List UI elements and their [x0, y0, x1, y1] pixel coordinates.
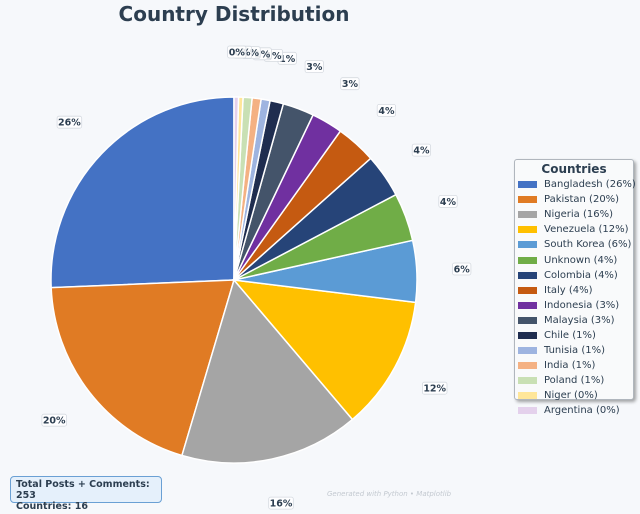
legend-label: Chile (1%) [544, 329, 596, 341]
legend-label: Niger (0%) [544, 390, 598, 402]
legend-label: Argentina (0%) [544, 405, 620, 417]
legend-label: Tunisia (1%) [544, 345, 606, 357]
legend-item-nigeria: Nigeria (16%) [515, 207, 633, 222]
footer-credit: Generated with Python • Matplotlib [327, 490, 452, 498]
legend-items: Bangladesh (26%) Pakistan (20%) Nigeria (1… [515, 177, 636, 419]
svg-text:4%: 4% [378, 106, 395, 117]
legend-item-poland: Poland (1%) [515, 373, 633, 388]
slice-label-nigeria: 16% [268, 496, 294, 510]
legend-swatch [518, 377, 537, 385]
legend-item-pakistan: Pakistan (20%) [515, 192, 633, 207]
legend-label: India (1%) [544, 360, 596, 372]
legend-label: Poland (1%) [544, 375, 605, 387]
svg-text:4%: 4% [440, 197, 457, 208]
slice-label-malaysia: 3% [304, 60, 324, 73]
legend-swatch [518, 211, 537, 219]
legend-item-unknown: Unknown (4%) [515, 252, 633, 267]
svg-text:6%: 6% [454, 265, 471, 276]
legend-label: Pakistan (20%) [544, 194, 620, 206]
legend-label: Unknown (4%) [544, 254, 618, 266]
pie-slice-pakistan [50, 279, 236, 457]
legend-label: Indonesia (3%) [544, 299, 620, 311]
svg-text:20%: 20% [43, 416, 66, 427]
legend-swatch [518, 256, 537, 264]
legend-swatch [518, 331, 537, 339]
pie-slice-argentina [233, 96, 240, 281]
chart-title: Country Distribution [118, 2, 350, 26]
legend-swatch [518, 316, 537, 324]
legend-label: Nigeria (16%) [544, 209, 613, 221]
legend-label: Bangladesh (26%) [544, 179, 636, 191]
svg-text:12%: 12% [423, 384, 446, 395]
legend-swatch [518, 301, 537, 309]
legend-item-malaysia: Malaysia (3%) [515, 313, 633, 328]
slice-label-italy: 4% [376, 104, 397, 117]
summary-countries: Countries: 16 [16, 501, 88, 512]
svg-text:4%: 4% [413, 146, 430, 157]
legend-item-argentina: Argentina (0%) [515, 403, 633, 418]
summary-total: Total Posts + Comments: 253 [16, 479, 150, 501]
legend-label: Italy (4%) [544, 284, 593, 296]
legend-swatch [518, 226, 537, 234]
pie-slice-nigeria [181, 278, 354, 464]
svg-text:26%: 26% [58, 118, 81, 129]
legend-item-venezuela: Venezuela (12%) [515, 222, 633, 237]
slice-label-unknown: 4% [438, 194, 458, 208]
svg-text:3%: 3% [306, 62, 323, 73]
legend-swatch [518, 286, 537, 294]
legend-item-colombia: Colombia (4%) [515, 268, 633, 283]
slice-label-venezuela: 12% [421, 381, 448, 395]
legend-swatch [518, 362, 537, 370]
legend-item-bangladesh: Bangladesh (26%) [515, 177, 636, 192]
legend-label: Colombia (4%) [544, 269, 618, 281]
legend-swatch [518, 392, 537, 400]
legend-swatch [518, 196, 537, 204]
legend-item-indonesia: Indonesia (3%) [515, 298, 633, 313]
pie-slice-venezuela [232, 279, 417, 421]
slice-label-south-korea: 6% [452, 262, 472, 276]
legend: Countries Bangladesh (26%) Pakistan (20%)… [514, 159, 636, 416]
legend-swatch [518, 181, 537, 189]
legend-label: South Korea (6%) [544, 239, 632, 251]
pie-slice-bangladesh [50, 96, 235, 289]
slice-label-bangladesh: 26% [56, 115, 83, 129]
legend-item-niger: Niger (0%) [515, 388, 633, 403]
legend-item-india: India (1%) [515, 358, 633, 373]
slice-label-argentina: 0% [227, 45, 247, 59]
summary-box: Total Posts + Comments: 253 Countries: 1… [10, 476, 162, 512]
svg-text:16%: 16% [270, 499, 293, 510]
svg-text:1%: 1% [279, 54, 296, 65]
slice-label-indonesia: 3% [340, 77, 360, 90]
svg-text:1%: 1% [265, 51, 282, 62]
legend-swatch [518, 407, 537, 415]
legend-swatch [518, 241, 537, 249]
legend-label: Malaysia (3%) [544, 314, 615, 326]
legend-swatch [518, 271, 537, 279]
legend-title: Countries [541, 162, 607, 176]
svg-text:3%: 3% [342, 79, 359, 90]
svg-text:1%: 1% [254, 49, 271, 60]
legend-item-south-korea: South Korea (6%) [515, 237, 633, 252]
legend-label: Venezuela (12%) [544, 224, 629, 236]
slice-label-colombia: 4% [411, 143, 432, 157]
slice-label-pakistan: 20% [41, 413, 67, 427]
legend-item-tunisia: Tunisia (1%) [515, 343, 633, 358]
legend-item-chile: Chile (1%) [515, 328, 633, 343]
legend-item-italy: Italy (4%) [515, 283, 633, 298]
legend-swatch [518, 347, 537, 355]
svg-text:0%: 0% [229, 48, 246, 59]
